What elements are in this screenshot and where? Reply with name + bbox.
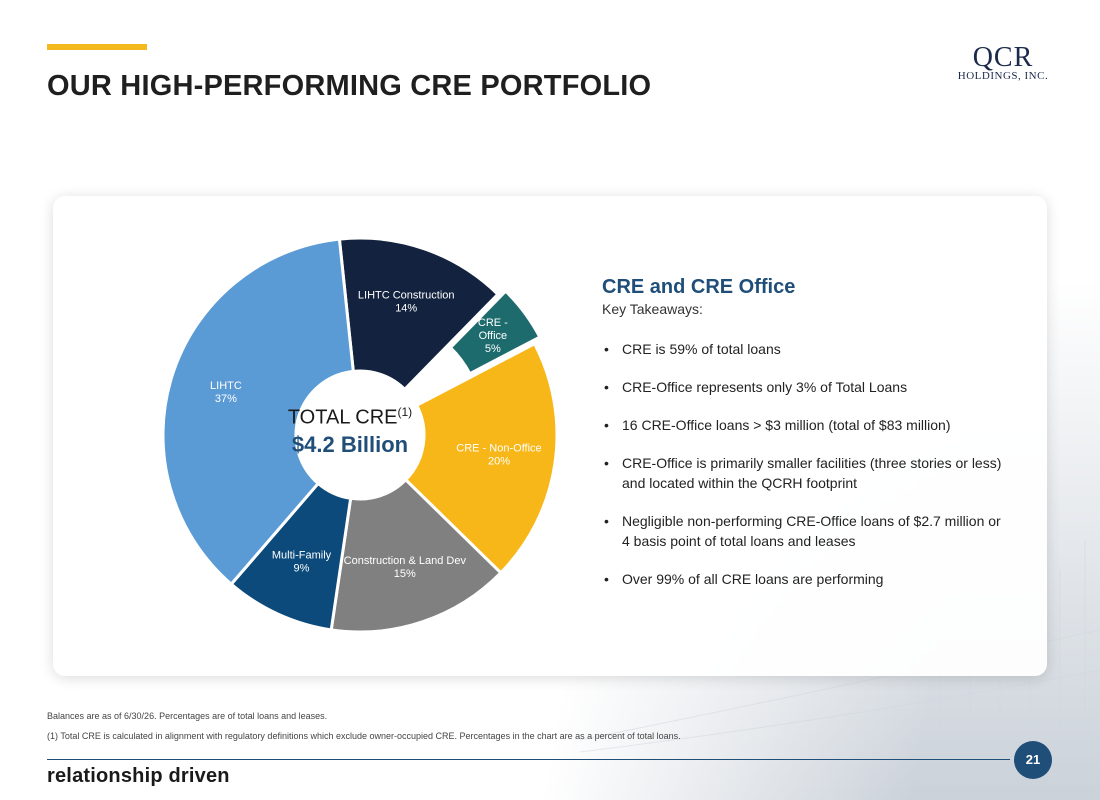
takeaway-item: Negligible non-performing CRE-Office loa…: [602, 511, 1002, 551]
slice-label: Construction & Land Dev 15%: [344, 555, 467, 580]
footnote-balances: Balances are as of 6/30/26. Percentages …: [47, 711, 328, 721]
slice-label: Multi-Family 9%: [272, 550, 332, 575]
takeaways-list: CRE is 59% of total loans CRE-Office rep…: [602, 339, 1002, 589]
footnote-total-cre: (1) Total CRE is calculated in alignment…: [47, 731, 681, 741]
total-cre-label: TOTAL CRE(1): [287, 405, 413, 429]
accent-bar: [47, 44, 147, 50]
slice-label: CRE -Office 5%: [478, 317, 508, 355]
donut-slice-construction-land-dev: [329, 477, 503, 634]
takeaways-title: CRE and CRE Office: [602, 276, 796, 298]
total-cre-value: $4.2 Billion: [291, 431, 409, 457]
page-number: 21: [1014, 741, 1052, 779]
takeaway-item: CRE-Office is primarily smaller faciliti…: [602, 453, 1002, 493]
page-title: OUR HIGH-PERFORMING CRE PORTFOLIO: [47, 70, 652, 102]
takeaway-item: CRE-Office represents only 3% of Total L…: [602, 377, 1002, 397]
logo-subtitle: HOLDINGS, INC.: [957, 70, 1049, 82]
donut-slice-cre-office: [448, 289, 542, 376]
donut-chart: LIHTC Construction 14% CRE -Office 5% CRE - …: [161, 236, 559, 634]
donut-slice-lihtc: [161, 237, 355, 587]
takeaways-subtitle: Key Takeaways:: [602, 301, 703, 317]
chart-center-label: TOTAL CRE(1) $4.2 Billion: [280, 405, 420, 458]
takeaway-item: Over 99% of all CRE loans are performing: [602, 569, 1002, 589]
takeaway-item: 16 CRE-Office loans > $3 million (total …: [602, 415, 1002, 435]
slice-label: LIHTC 37%: [210, 380, 242, 405]
company-logo: QCR HOLDINGS, INC.: [948, 42, 1058, 83]
slice-label: CRE - Non-Office 20%: [456, 443, 541, 468]
key-takeaways: CRE and CRE Office Key Takeaways: CRE is…: [602, 276, 1002, 607]
footer-divider: [47, 759, 1010, 760]
takeaway-item: CRE is 59% of total loans: [602, 339, 1002, 359]
footer-tagline: relationship driven: [47, 765, 230, 787]
logo-mark: QCR: [972, 42, 1034, 73]
donut-slice-lihtc-construction: [337, 236, 500, 392]
slice-label: LIHTC Construction 14%: [358, 289, 455, 314]
